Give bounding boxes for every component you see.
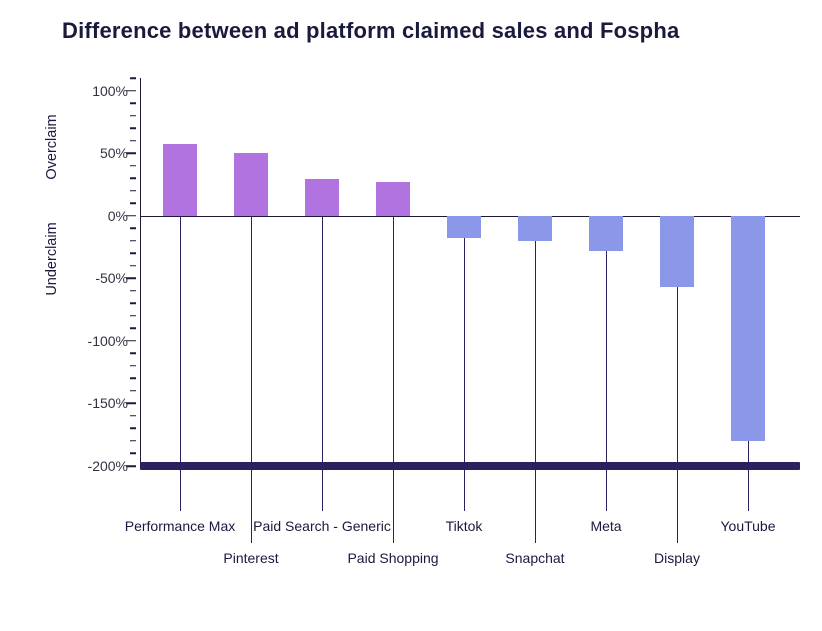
ytick-label: -200% (88, 458, 128, 474)
bar (447, 216, 481, 239)
ytick-label: -150% (88, 395, 128, 411)
ytick-dash-minor (130, 190, 136, 192)
ytick-dash-minor (130, 240, 136, 242)
bar (518, 216, 552, 241)
baseline-bar (140, 462, 800, 470)
ytick-label: -50% (95, 270, 128, 286)
ytick-label: 50% (100, 145, 128, 161)
category-dropline (535, 241, 536, 543)
category-dropline (251, 216, 252, 543)
ytick-dash-minor (130, 290, 136, 292)
category-dropline (606, 251, 607, 511)
ytick-label: 100% (92, 83, 128, 99)
category-dropline (322, 216, 323, 511)
ytick-dash-minor (130, 165, 136, 167)
ytick-dash-minor (130, 378, 136, 380)
ytick-dash-minor (130, 252, 136, 254)
ytick-label: 0% (108, 208, 128, 224)
category-dropline (393, 216, 394, 543)
chart-title: Difference between ad platform claimed s… (62, 18, 679, 44)
ytick-label: -100% (88, 333, 128, 349)
bar (376, 182, 410, 216)
ytick-dash-minor (130, 315, 136, 317)
bar (163, 144, 197, 215)
category-dropline (464, 238, 465, 511)
ytick-dash-minor (130, 328, 136, 330)
category-label: Paid Search - Generic (253, 518, 391, 534)
bar (589, 216, 623, 251)
bar (731, 216, 765, 441)
category-label: YouTube (720, 518, 775, 534)
bar (660, 216, 694, 287)
ytick-dash-minor (130, 102, 136, 104)
category-label: Performance Max (125, 518, 235, 534)
ytick-dash-minor (130, 303, 136, 305)
category-label: Tiktok (446, 518, 483, 534)
ytick-dash-minor (130, 440, 136, 442)
ytick-dash-minor (130, 415, 136, 417)
ytick-dash-minor (130, 390, 136, 392)
ytick-dash-minor (130, 365, 136, 367)
category-label: Snapchat (505, 550, 564, 566)
overclaim-label: Overclaim (44, 114, 60, 179)
bar (234, 153, 268, 216)
category-label: Paid Shopping (347, 550, 438, 566)
ytick-dash-minor (130, 353, 136, 355)
ytick-dash-minor (130, 227, 136, 229)
ytick-dash-minor (130, 453, 136, 455)
y-axis (140, 78, 141, 466)
category-dropline (180, 216, 181, 511)
category-label: Display (654, 550, 700, 566)
category-label: Pinterest (223, 550, 278, 566)
ytick-dash-minor (130, 115, 136, 117)
underclaim-label: Underclaim (44, 223, 60, 296)
plot-area: 100%50%0%-50%-100%-150%-200%OverclaimUnd… (140, 78, 800, 466)
ytick-dash-minor (130, 140, 136, 142)
bar (305, 179, 339, 215)
ytick-dash-minor (130, 127, 136, 129)
category-label: Meta (590, 518, 621, 534)
ytick-dash-minor (130, 428, 136, 430)
ytick-dash-minor (130, 265, 136, 267)
category-dropline (748, 441, 749, 511)
ytick-dash-minor (130, 77, 136, 79)
ytick-dash-minor (130, 202, 136, 204)
chart-page: Difference between ad platform claimed s… (0, 0, 822, 631)
ytick-dash-minor (130, 177, 136, 179)
category-dropline (677, 287, 678, 543)
